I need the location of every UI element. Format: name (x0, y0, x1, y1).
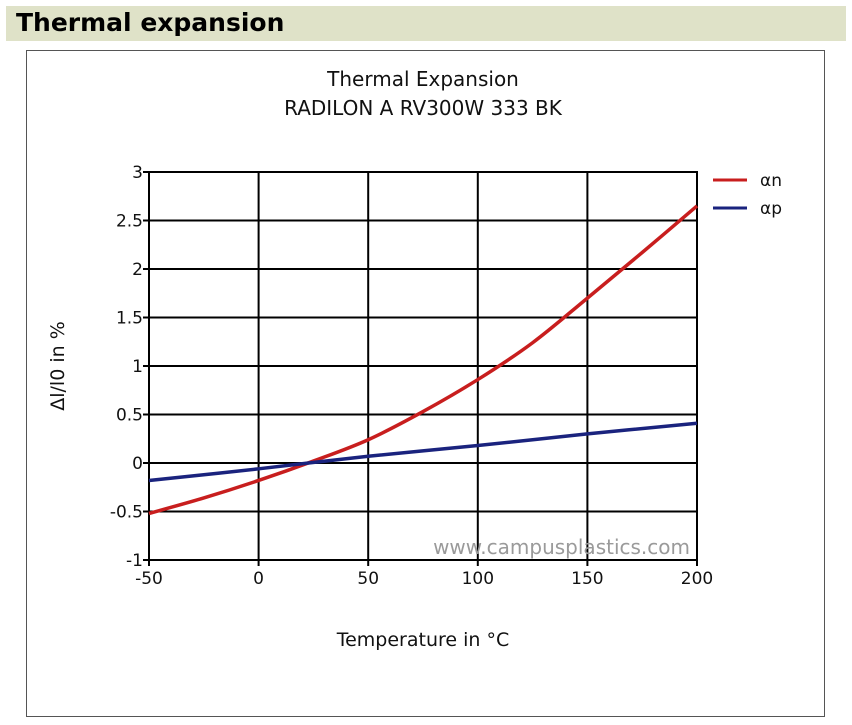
tick-labels: -50 0 50 100 150 200 -1 -0.5 0 0.5 1 1.5 2 2.5 3 (110, 163, 713, 589)
y-tick-label: -0.5 (110, 503, 143, 523)
chart-title: Thermal Expansion (326, 67, 519, 91)
x-tick-label: 0 (253, 569, 264, 589)
x-tick-label: 50 (357, 569, 379, 589)
y-tick-label: 2.5 (116, 212, 143, 232)
y-tick-label: 0 (132, 454, 143, 474)
y-axis-label: Δl/l0 in % (47, 321, 69, 411)
x-axis-label: Temperature in °C (336, 629, 510, 651)
x-tick-label: -50 (135, 569, 163, 589)
series-lines (149, 206, 697, 513)
y-tick-label: 3 (132, 163, 143, 183)
y-tick-label: -1 (126, 551, 143, 571)
legend: αn αp (713, 171, 782, 219)
y-tick-label: 2 (132, 260, 143, 280)
legend-label: αp (760, 199, 782, 219)
chart-subtitle: RADILON A RV300W 333 BK (284, 96, 563, 120)
y-tick-label: 1.5 (116, 309, 143, 329)
series-line-alpha-p (149, 423, 697, 480)
watermark-text: www.campusplastics.com (433, 535, 690, 559)
y-tick-label: 0.5 (116, 406, 143, 426)
x-tick-label: 150 (571, 569, 603, 589)
y-tick-label: 1 (132, 357, 143, 377)
legend-label: αn (760, 171, 782, 191)
series-line-alpha-n (149, 206, 697, 513)
x-tick-label: 200 (681, 569, 713, 589)
grid-lines (143, 172, 697, 566)
x-tick-label: 100 (462, 569, 494, 589)
